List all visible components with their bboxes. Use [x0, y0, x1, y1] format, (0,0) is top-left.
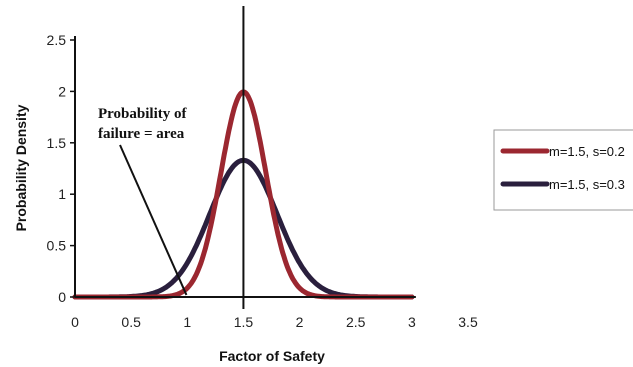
annotation-line-2: failure = area [98, 126, 185, 142]
axes [70, 6, 416, 309]
legend: m=1.5, s=0.2 m=1.5, s=0.3 [493, 129, 633, 211]
y-tick-label: 0 [58, 289, 66, 305]
x-tick-label: 0.5 [121, 314, 141, 330]
y-tick-label: 1 [58, 186, 66, 202]
legend-box [493, 129, 633, 211]
annotation-line-1: Probability of [98, 106, 187, 122]
x-tick-label: 3 [408, 314, 416, 330]
y-axis-title: Probability Density [13, 104, 29, 231]
annotation: Probability of failure = area [98, 106, 188, 296]
x-tick-label: 3.5 [458, 314, 478, 330]
y-tick-label: 2.5 [47, 32, 67, 48]
x-tick-label: 1 [183, 314, 191, 330]
y-tick-label: 0.5 [47, 238, 67, 254]
x-tick-label: 1.5 [234, 314, 254, 330]
legend-label-1: m=1.5, s=0.2 [549, 144, 625, 159]
y-tick-label: 1.5 [47, 135, 67, 151]
x-axis-title: Factor of Safety [219, 348, 325, 364]
x-tick-label: 0 [71, 314, 79, 330]
annotation-pointer-line [119, 144, 188, 296]
x-tick-label: 2 [296, 314, 304, 330]
y-tick-label: 2 [58, 83, 66, 99]
x-tick-label: 2.5 [346, 314, 366, 330]
tick-labels: 0 0.5 1 1.5 2 2.5 0 0.5 1 1.5 2 2.5 3 3.5 [47, 32, 478, 330]
legend-label-2: m=1.5, s=0.3 [549, 177, 625, 192]
